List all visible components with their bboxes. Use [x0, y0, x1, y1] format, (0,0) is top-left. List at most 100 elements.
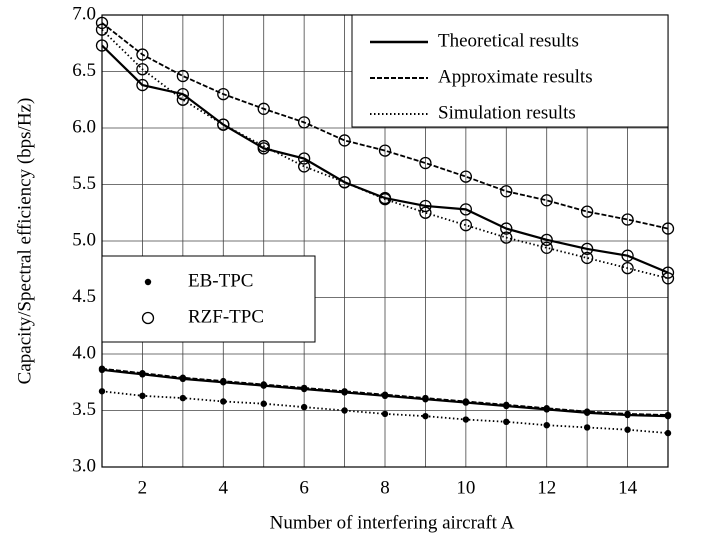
series-line	[101, 29, 669, 280]
x-tick-label: 14	[618, 477, 638, 498]
marker	[580, 205, 594, 218]
marker	[338, 176, 351, 189]
marker	[179, 394, 187, 402]
marker	[381, 410, 389, 418]
marker	[500, 231, 513, 244]
marker	[217, 87, 230, 101]
marker	[583, 408, 591, 415]
y-tick-label: 6.0	[72, 116, 96, 137]
marker	[176, 87, 190, 101]
y-tick-label: 5.5	[72, 173, 96, 194]
marker	[503, 401, 510, 409]
marker	[500, 222, 513, 235]
marker	[503, 418, 510, 425]
marker	[661, 222, 675, 235]
legend-label: Simulation results	[438, 102, 576, 123]
marker	[462, 398, 470, 405]
series-line	[101, 390, 669, 434]
marker	[176, 69, 190, 83]
x-tick-label: 10	[456, 477, 475, 498]
marker	[136, 63, 149, 76]
marker	[422, 394, 429, 402]
marker	[419, 206, 432, 219]
marker	[621, 261, 634, 275]
legend-label: RZF-TPC	[188, 306, 264, 327]
x-tick-label: 8	[380, 477, 390, 498]
legend-box	[351, 14, 669, 128]
legend-label: EB-TPC	[188, 270, 253, 291]
series-line	[101, 44, 669, 274]
y-tick-label: 4.5	[72, 286, 96, 307]
marker	[624, 426, 631, 433]
marker	[580, 242, 594, 256]
marker	[260, 400, 267, 407]
marker	[297, 160, 311, 173]
x-tick-label: 4	[219, 477, 229, 498]
marker	[176, 93, 190, 106]
marker	[341, 407, 348, 414]
marker	[664, 429, 672, 437]
marker	[540, 194, 553, 207]
marker	[540, 241, 553, 254]
y-axis-label: Capacity/Spectral efficiency (bps/Hz)	[14, 98, 35, 385]
marker	[543, 421, 550, 429]
marker	[300, 384, 308, 392]
y-tick-label: 3.0	[72, 455, 96, 476]
marker	[257, 102, 270, 115]
marker	[144, 278, 152, 286]
x-tick-label: 12	[537, 477, 556, 498]
y-tick-label: 4.0	[72, 342, 96, 363]
marker	[98, 365, 106, 372]
marker	[583, 424, 591, 431]
marker	[500, 185, 513, 198]
marker	[338, 134, 351, 147]
marker	[98, 388, 106, 395]
marker	[300, 403, 308, 411]
marker	[220, 377, 227, 385]
marker	[661, 272, 675, 285]
marker	[580, 251, 594, 265]
marker	[664, 411, 672, 419]
marker	[624, 410, 631, 418]
marker	[459, 170, 473, 183]
marker	[543, 405, 550, 412]
marker	[341, 388, 348, 395]
marker	[179, 374, 187, 381]
marker	[419, 199, 432, 213]
x-tick-label: 2	[138, 477, 148, 498]
marker	[257, 139, 270, 153]
y-tick-label: 5.0	[72, 229, 96, 250]
x-axis-label: Number of interfering aircraft A	[270, 512, 515, 533]
y-tick-label: 7.0	[72, 3, 96, 24]
marker	[141, 311, 155, 325]
marker	[297, 116, 311, 129]
marker	[136, 48, 149, 61]
marker	[95, 16, 109, 30]
marker	[217, 118, 230, 131]
marker	[381, 391, 389, 398]
y-tick-label: 3.5	[72, 399, 96, 420]
marker	[95, 23, 109, 36]
marker	[220, 398, 227, 405]
marker	[419, 156, 432, 170]
marker	[459, 219, 473, 232]
marker	[621, 213, 634, 226]
marker	[378, 144, 392, 157]
x-tick-label: 6	[299, 477, 309, 498]
y-tick-label: 6.5	[72, 60, 96, 81]
marker	[540, 233, 553, 247]
marker	[139, 392, 146, 400]
marker	[422, 412, 429, 420]
marker	[378, 193, 392, 206]
marker	[260, 381, 267, 388]
marker	[462, 416, 470, 423]
marker	[661, 266, 675, 279]
marker	[95, 39, 109, 52]
legend-box	[101, 255, 316, 343]
legend-label: Approximate results	[438, 66, 593, 87]
legend-label: Theoretical results	[438, 30, 579, 51]
marker	[621, 249, 634, 262]
marker	[459, 203, 473, 216]
marker	[136, 78, 149, 92]
